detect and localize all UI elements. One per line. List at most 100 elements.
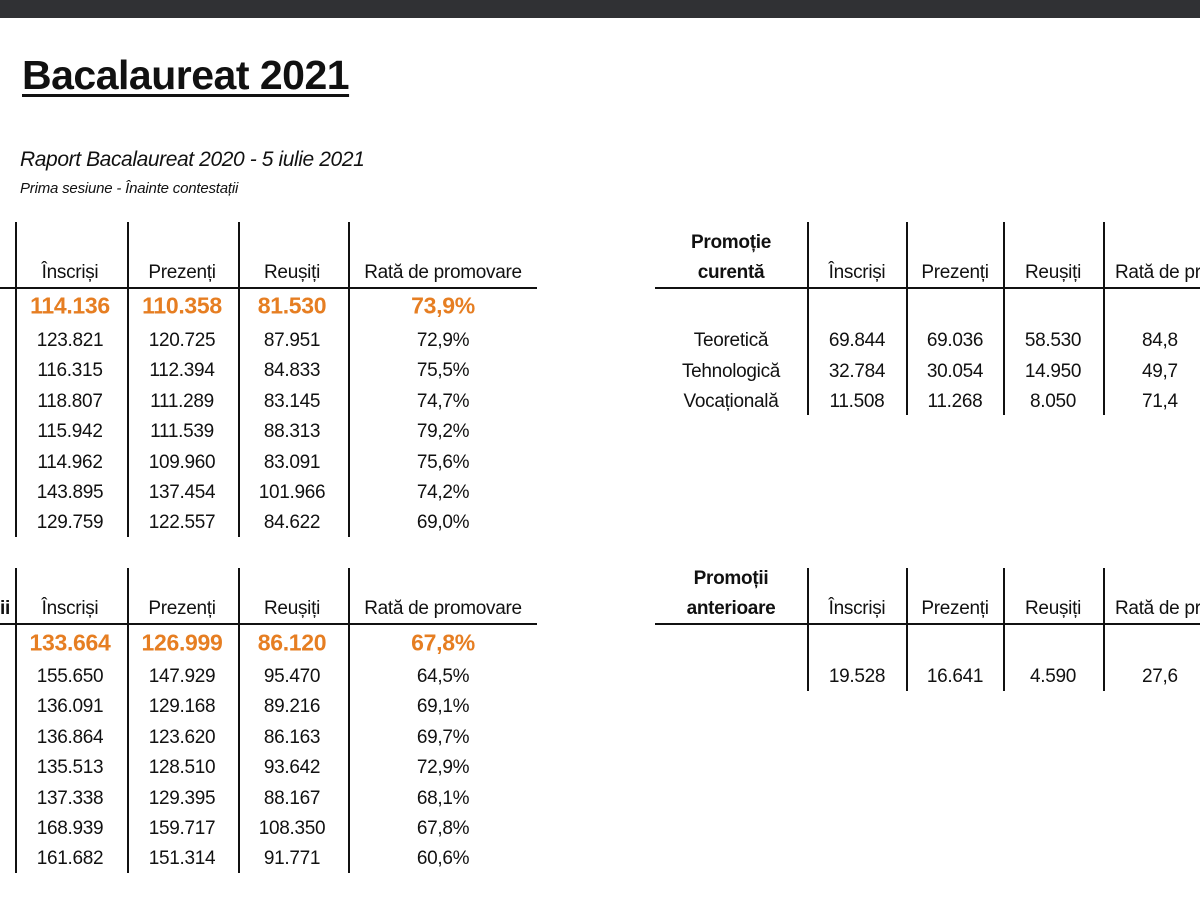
table_2021-row-cell: 114.962 [37,451,103,473]
current_class-row-cell: 11.268 [927,391,983,413]
table_all-row-cell: 67,8% [416,818,470,839]
table_all-column-header: Reușiți [264,598,320,619]
table_2021-row-cell: 118.807 [37,390,103,412]
table_2021-total-cell: 114.136 [30,292,110,319]
current_class-column-divider [906,222,908,415]
previous_classes-column-divider [1003,568,1005,691]
table_2021-row-cell: 120.725 [148,330,216,351]
table_2021-column-header: Prezenți [148,262,216,283]
current_class-row-cell: 69.844 [828,330,886,351]
current_class-column-header: Înscriși [828,262,886,283]
current_class-row-cell: 8.050 [1029,391,1077,413]
table_2021-row-cell: 72,9% [416,330,470,351]
table_all-column-divider [15,568,17,873]
window-top-bar [0,0,1200,18]
table_2021-row-cell: 111.289 [150,390,214,412]
table_2021-total-cell: 110.358 [142,292,222,319]
current_class-header-title: curentă [697,262,765,283]
table_all-row-cell: 95.470 [263,666,321,687]
table_all-row-cell: 129.395 [148,787,216,809]
previous_classes-row-rate: 27,6 [1142,666,1178,687]
session-label: Prima sesiune - Înainte contestații [20,180,239,197]
current_class-row-label: Tehnologică [681,360,781,382]
current_class-row-cell: 32.784 [828,360,886,382]
table_2021-column-divider [238,222,240,537]
table_2021-row-cell: 109.960 [148,451,216,473]
table_all-header-rule [0,623,537,625]
table_2021-total-cell: 73,9% [411,292,475,319]
table_2021-row-cell: 111.539 [150,421,214,443]
current_class-row-cell: 11.508 [829,391,885,413]
table_all-column-divider [348,568,350,873]
previous_classes-column-header: Înscriși [828,598,886,619]
table_all-row-cell: 60,6% [416,848,470,870]
table_all-row-cell: 68,1% [416,787,470,809]
table_2021-row-cell: 87.951 [263,330,321,351]
table_2021-total-cell: 81.530 [257,292,327,319]
table_all-row-cell: 161.682 [36,848,104,870]
current_class-row-rate: 49,7 [1142,360,1178,382]
table_all-column-header: Înscriși [41,598,99,619]
current_class-column-divider [807,222,809,415]
table_all-row-cell: 123.620 [148,726,216,748]
table_2021-row-cell: 143.895 [36,482,104,503]
table_all-column-header: Rată de promovare [364,598,522,619]
table_2021-row-cell: 129.759 [36,512,104,534]
table_all-row-cell: 108.350 [258,818,326,839]
table_2021-header-rule [0,287,537,289]
table_all-row-cell: 72,9% [416,757,470,779]
table_2021-row-cell: 116.315 [37,360,103,382]
table_2021-row-cell: 88.313 [263,421,321,443]
previous_classes-column-divider [1103,568,1105,691]
table_all-row-cell: 128.510 [148,757,216,779]
previous_classes-column-header: Rată de pr [1115,598,1200,619]
table_all-row-cell: 147.929 [148,666,216,687]
table_all-row-cell: 86.163 [263,726,321,748]
page-title: Bacalaureat 2021 [22,52,350,98]
table_all-total-cell: 67,8% [411,629,475,656]
table_2021-row-cell: 83.091 [263,451,321,473]
table_2021-row-cell: 79,2% [416,421,470,443]
current_class-row-cell: 58.530 [1024,330,1082,351]
table_all-row-cell: 69,7% [416,726,470,748]
table_all-row-cell: 91.771 [263,848,321,870]
table_2021-row-cell: 83.145 [263,390,321,412]
previous_classes-row-cell: 19.528 [828,666,886,687]
table_2021-row-cell: 84.833 [263,360,321,382]
table_2021-row-cell: 84.622 [263,512,321,534]
table_all-row-cell: 89.216 [263,696,321,718]
table_all-column-divider [127,568,129,873]
table_all-total-cell: 86.120 [257,629,327,656]
table_all-row-cell: 155.650 [36,666,104,687]
table_all-total-cell: 133.664 [29,629,111,656]
table_all-row-cell: 129.168 [148,696,216,718]
table_2021-row-cell: 137.454 [148,482,216,503]
previous_classes-row-cell: 4.590 [1029,666,1077,687]
previous_classes-column-divider [906,568,908,691]
table_2021-row-cell: 69,0% [416,512,470,534]
table_all-row-cell: 159.717 [148,818,216,839]
previous_classes-header-rule [655,623,1200,625]
table_all-row-cell: 151.314 [148,848,216,870]
table_all-row-cell: 88.167 [263,787,321,809]
table_2021-row-cell: 75,6% [416,451,470,473]
previous_classes-column-header: Prezenți [921,598,989,619]
current_class-row-rate: 84,8 [1142,330,1178,351]
table_2021-column-header: Rată de promovare [364,262,522,283]
table_all-row-cell: 93.642 [263,757,321,779]
report-subtitle: Raport Bacalaureat 2020 - 5 iulie 2021 [20,148,365,171]
table_all-first-column-fragment: ii [0,598,10,619]
current_class-row-rate: 71,4 [1142,391,1178,413]
current_class-row-cell: 14.950 [1024,360,1082,382]
current_class-column-divider [1003,222,1005,415]
table_all-row-cell: 136.864 [36,726,104,748]
current_class-row-cell: 69.036 [926,330,984,351]
current_class-header-rule [655,287,1200,289]
table_all-row-cell: 135.513 [36,757,104,779]
current_class-row-label: Vocațională [683,391,779,413]
table_2021-column-divider [15,222,17,537]
table_all-row-cell: 64,5% [416,666,470,687]
table_2021-row-cell: 123.821 [36,330,104,351]
table_2021-row-cell: 74,7% [416,390,470,412]
current_class-row-label: Teoretică [693,330,769,351]
